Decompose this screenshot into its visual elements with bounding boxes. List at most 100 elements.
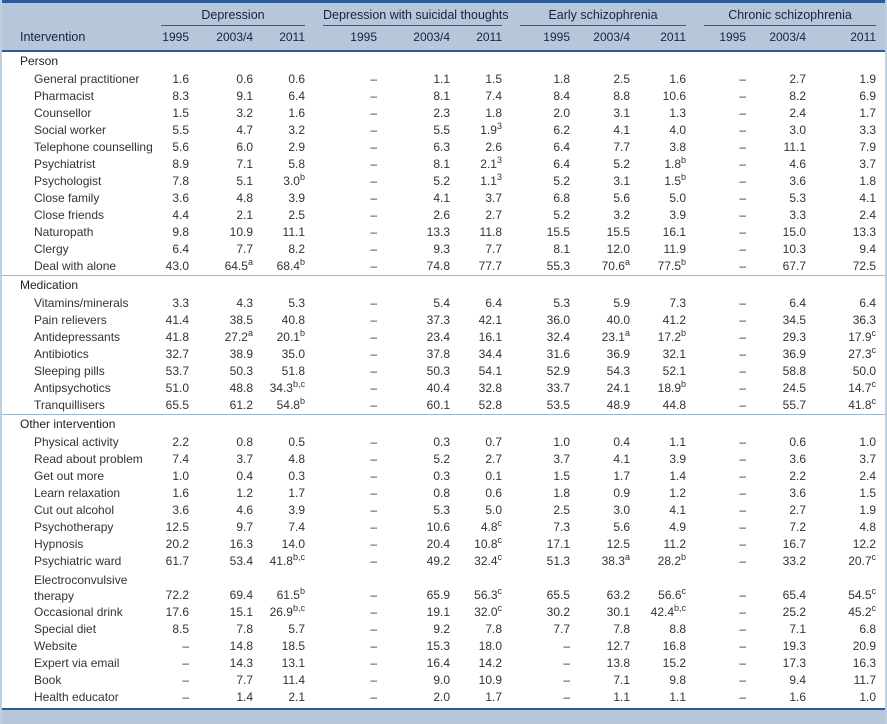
value-cell: 1.93 [480,121,502,138]
year-header-row: Intervention 1995 2003/4 2011 1995 2003/4 2011… [2,27,885,51]
footnote-marker: c [497,552,503,562]
table-row: Pharmacist 8.3 9.1 6.4 – 8.1 7.4 8.4 8.8 10.6 – 8.2… [2,88,885,105]
value-cell: 3.2 [613,208,630,222]
value-cell: 1.0 [553,435,570,449]
value-cell: 1.1 [669,690,687,704]
value-cell: 54.8b [276,396,305,413]
value-cell: 2.6 [433,208,450,222]
value-cell: 0.3 [433,469,450,483]
value-cell: 15.3 [426,639,450,653]
footnote-marker: c [871,345,877,355]
row-label: Telephone counselling [34,140,153,154]
table-row: Clergy 6.4 7.7 8.2 – 9.3 7.7 8.1 12.0 11.9 – 10.3 9.… [2,241,885,258]
value-cell: – [370,398,377,412]
value-cell: 2.5 [288,208,305,222]
row-label: Pharmacist [34,89,95,103]
value-cell: 54.5c [848,586,877,603]
row-label: Read about problem [34,452,143,466]
table-row: Counsellor 1.5 3.2 1.6 – 2.3 1.8 2.0 3.1 1.3 – 2.4 1… [2,105,885,122]
value-cell: 7.3 [553,520,570,534]
value-cell: 10.6 [662,89,687,103]
row-label: Learn relaxation [34,486,121,500]
table-row: Get out more 1.0 0.4 0.3 – 0.3 0.1 1.5 1.7 1.4 – 2.… [2,468,885,485]
value-cell: 40.4 [426,381,450,395]
row-label: Close friends [34,208,105,222]
row-label: Psychiatrist [34,157,96,171]
value-cell: 6.4 [288,89,305,103]
value-cell: 17.3 [782,656,807,670]
value-cell: 53.4 [229,554,253,568]
value-cell: 37.8 [426,347,450,361]
value-cell: 8.3 [172,89,189,103]
value-cell: 11.9 [663,242,687,256]
value-cell: 3.3 [172,296,189,310]
group-header-label: Chronic schizophrenia [704,8,877,26]
value-cell: – [739,225,747,239]
value-cell: 14.8 [229,639,253,653]
value-cell: 3.6 [789,174,807,188]
value-cell: 18.5 [281,639,305,653]
value-cell: 2.4 [859,208,877,222]
value-cell: 7.7 [613,140,630,154]
footnote-marker: b [681,155,687,165]
value-cell: 5.7 [288,622,305,636]
value-cell: 6.9 [859,89,877,103]
section-header-row: Person [2,51,885,71]
value-cell: – [739,469,747,483]
footnote-marker: a [624,552,630,562]
value-cell: 1.1 [433,72,450,86]
value-cell: 5.6 [172,140,189,154]
value-cell: 13.8 [606,656,630,670]
footnote-marker: b,c [292,552,305,562]
value-cell: 6.4 [553,157,570,171]
value-cell: 7.7 [236,673,253,687]
value-cell: 72.2 [165,588,189,602]
value-cell: 12.2 [852,537,877,551]
value-cell: 1.0 [172,469,189,483]
value-cell: 55.7 [782,398,807,412]
value-cell: 7.1 [236,157,253,171]
value-cell: – [370,89,377,103]
row-header-label: Intervention [20,30,86,44]
value-cell: 41.4 [165,313,189,327]
value-cell: 41.8 [165,330,189,344]
value-cell: 8.4 [553,89,570,103]
footnote-marker: b,c [674,603,687,613]
footnote-marker: b [681,172,687,182]
value-cell: 48.9 [606,398,630,412]
table-row: Close family 3.6 4.8 3.9 – 4.1 3.7 6.8 5.6 5.0 – 5.… [2,190,885,207]
year-header: 2011 [850,30,877,44]
table-row: General practitioner 1.6 0.6 0.6 – 1.1 1.5 1.8 2… [2,71,885,88]
table-row: Close friends 4.4 2.1 2.5 – 2.6 2.7 5.2 3.2 3.9 – 3… [2,207,885,224]
value-cell: 50.3 [229,364,253,378]
value-cell: 30.2 [546,605,570,619]
group-header: Depression with suicidal thoughts [314,3,511,27]
year-header: 1995 [719,30,747,44]
table-body: Person General practitioner 1.6 0.6 0.6 – 1.1 1… [2,51,885,706]
value-cell: 16.4 [426,656,450,670]
value-cell: 4.6 [236,503,253,517]
value-cell: 1.1 [613,690,630,704]
value-cell: – [563,690,570,704]
row-label: Hypnosis [34,537,84,551]
value-cell: 16.8 [662,639,687,653]
value-cell: 7.8 [172,174,189,188]
value-cell: 63.2 [606,588,630,602]
value-cell: 2.1 [236,208,253,222]
value-cell: 17.1 [546,537,570,551]
value-cell: 29.3 [782,330,807,344]
value-cell: 37.3 [426,313,450,327]
value-cell: – [370,520,377,534]
value-cell: – [370,296,377,310]
value-cell: – [739,313,747,327]
value-cell: 2.9 [288,140,305,154]
value-cell: 55.3 [546,259,570,273]
value-cell: 12.5 [606,537,630,551]
value-cell: 4.1 [613,123,630,137]
value-cell: 5.8 [288,157,305,171]
value-cell: 6.4 [553,140,570,154]
value-cell: 3.2 [236,106,253,120]
value-cell: – [370,690,377,704]
row-label: Book [34,673,62,687]
footnote-marker: c [871,586,877,596]
